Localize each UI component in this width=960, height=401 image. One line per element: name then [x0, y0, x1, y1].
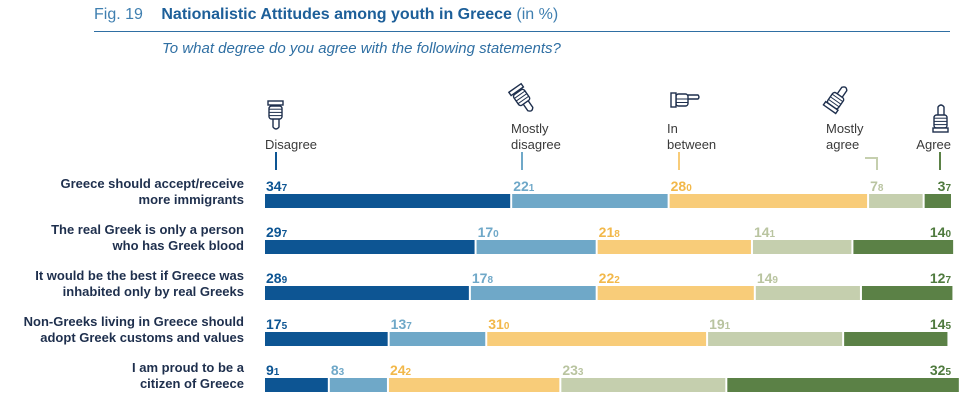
- value-label-1-2: 218: [599, 224, 621, 240]
- bar-3-1: [389, 332, 486, 346]
- figure-header: Fig. 19 Nationalistic Attitudes among yo…: [94, 6, 558, 24]
- bar-4-0: [265, 378, 328, 392]
- legend-label-1: Mostly disagree: [511, 121, 561, 152]
- legend-label-4: Agree: [916, 137, 951, 152]
- category-label-0: Greece should accept/receive more immigra…: [60, 176, 244, 207]
- category-label-3: Non-Greeks living in Greece should adopt …: [24, 314, 244, 345]
- value-label-2-0: 289: [266, 270, 288, 286]
- legend-label-0: Disagree: [265, 137, 317, 152]
- bar-0-3: [869, 194, 923, 208]
- value-label-3-0: 175: [266, 316, 288, 332]
- bar-4-1: [329, 378, 387, 392]
- bar-1-2: [597, 240, 751, 254]
- value-label-1-0: 297: [266, 224, 288, 240]
- bar-0-0: [265, 194, 511, 208]
- figure-unit: (in %): [516, 6, 559, 23]
- bar-4-2: [388, 378, 560, 392]
- value-label-4-1: 83: [331, 362, 345, 378]
- value-label-3-1: 137: [391, 316, 413, 332]
- header-rule: [94, 31, 950, 32]
- bar-0-4: [924, 194, 951, 208]
- tilted-thumbs-down-icon: [507, 82, 534, 112]
- figure-label: Fig. 19: [94, 6, 143, 23]
- value-label-2-1: 178: [472, 270, 494, 286]
- thumbs-down-icon: [267, 100, 284, 130]
- chart-question: To what degree do you agree with the fol…: [162, 40, 561, 57]
- value-label-2-2: 222: [599, 270, 621, 286]
- figure-title: Nationalistic Attitudes among youth in G…: [161, 6, 512, 23]
- bar-3-0: [265, 332, 388, 346]
- value-label-0-2: 280: [671, 178, 693, 194]
- bar-2-3: [755, 286, 860, 300]
- bar-3-4: [844, 332, 948, 346]
- bar-0-1: [512, 194, 668, 208]
- pointing-hand-icon: [670, 92, 700, 108]
- legend-label-3: Mostly agree: [826, 121, 864, 152]
- value-label-3-2: 310: [488, 316, 510, 332]
- value-label-0-0: 347: [266, 178, 288, 194]
- bar-0-2: [669, 194, 868, 208]
- category-label-4: I am proud to be a citizen of Greece: [132, 360, 245, 391]
- bar-2-4: [861, 286, 953, 300]
- tilted-thumbs-up-icon: [822, 86, 848, 115]
- value-label-2-4: 127: [930, 270, 952, 286]
- bar-3-3: [708, 332, 843, 346]
- value-label-3-4: 145: [930, 316, 952, 332]
- value-label-2-3: 149: [757, 270, 779, 286]
- bar-1-0: [265, 240, 475, 254]
- value-label-4-3: 233: [562, 362, 584, 378]
- bar-4-4: [727, 378, 959, 392]
- thumbs-up-icon: [932, 104, 949, 133]
- bar-1-1: [476, 240, 596, 254]
- bar-3-2: [487, 332, 707, 346]
- bar-2-2: [597, 286, 754, 300]
- value-label-1-3: 141: [754, 224, 776, 240]
- bar-4-3: [561, 378, 726, 392]
- value-label-1-1: 170: [478, 224, 500, 240]
- value-label-0-4: 37: [938, 178, 952, 194]
- value-label-0-1: 221: [513, 178, 535, 194]
- legend-connector-3: [865, 157, 878, 170]
- value-label-1-4: 140: [930, 224, 952, 240]
- value-label-3-3: 191: [709, 316, 731, 332]
- category-label-2: It would be the best if Greece was inhabi…: [35, 268, 244, 299]
- value-label-4-2: 242: [390, 362, 412, 378]
- bar-1-3: [752, 240, 852, 254]
- bar-2-0: [265, 286, 469, 300]
- bar-2-1: [470, 286, 596, 300]
- value-label-0-3: 78: [870, 178, 884, 194]
- category-label-1: The real Greek is only a person who has G…: [51, 222, 244, 253]
- bar-1-4: [853, 240, 954, 254]
- value-label-4-0: 91: [266, 362, 280, 378]
- value-label-4-4: 325: [930, 362, 952, 378]
- legend-label-2: In between: [667, 121, 716, 152]
